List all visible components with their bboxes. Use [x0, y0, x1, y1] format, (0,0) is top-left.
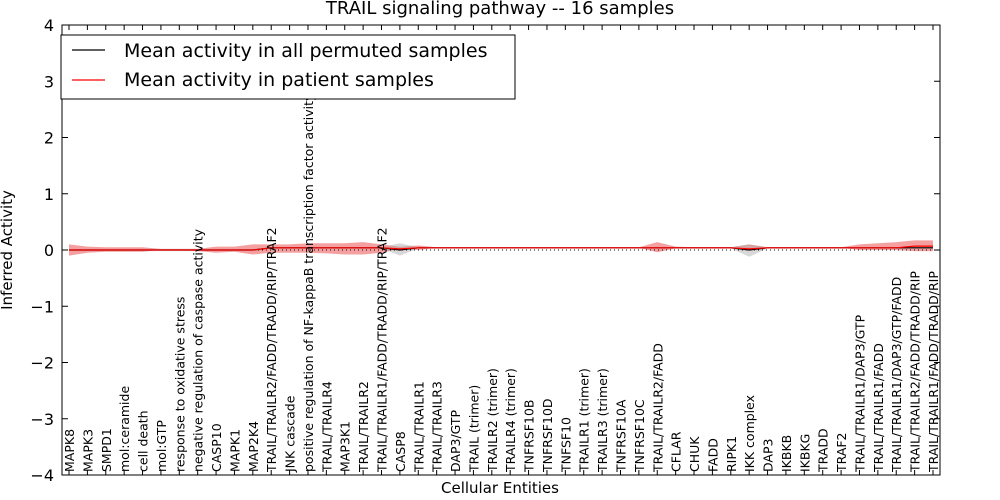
category-label: TRADD: [816, 428, 831, 473]
band-patient: [69, 240, 933, 256]
category-label: MAPK8: [62, 429, 77, 472]
y-tick-label: 2: [44, 129, 54, 148]
category-label: TRAIL/TRAILR2/FADD/TRADD/RIP: [908, 271, 923, 473]
category-label: TRAIL/TRAILR1/DAP3/GTP: [853, 314, 868, 473]
category-label: TRAILR4 (trimer): [503, 368, 518, 473]
category-label: cell death: [136, 410, 151, 472]
category-label: DAP3/GTP: [448, 409, 463, 472]
category-label: TRAIL/TRAILR1: [411, 381, 426, 473]
category-label: negative regulation of caspase activity: [191, 228, 206, 472]
y-axis-ticks: −4 −3 −2 −1 0 1 2 3 4: [30, 16, 940, 485]
category-label: TNFRSF10A: [614, 399, 629, 473]
y-tick-label: −3: [30, 410, 54, 429]
legend-label-patient: Mean activity in patient samples: [124, 69, 434, 91]
category-label: TNFRSF10D: [540, 398, 555, 473]
category-label: mol:ceramide: [117, 386, 132, 472]
legend-label-permuted: Mean activity in all permuted samples: [124, 40, 487, 62]
category-label: RIPK1: [724, 436, 739, 472]
category-label: DAP3: [761, 439, 776, 472]
category-label: CASP10: [209, 423, 224, 472]
category-label: TRAILR1 (trimer): [577, 368, 592, 473]
category-label: FADD: [705, 438, 720, 472]
category-label: MAP2K4: [246, 421, 261, 472]
x-axis-ticks: [68, 25, 934, 475]
y-tick-label: −1: [30, 297, 54, 316]
y-tick-label: 4: [44, 16, 54, 35]
category-label: MAP3K1: [338, 421, 353, 472]
y-tick-label: 3: [44, 72, 54, 91]
category-label: TNFRSF10C: [632, 399, 647, 473]
chart-title: TRAIL signaling pathway -- 16 samples: [325, 0, 674, 19]
category-label: mol:GTP: [154, 420, 169, 472]
category-labels: MAPK8 MAPK3 SMPD1 mol:ceramide cell death mol…: [62, 93, 941, 473]
category-label: CASP8: [393, 431, 408, 472]
category-label: TRAILR3 (trimer): [595, 368, 610, 473]
x-axis-label: Cellular Entities: [441, 479, 559, 497]
category-label: IKBKB: [779, 435, 794, 472]
category-label: TRAIL/TRAILR1/FADD/TRADD/RIP: [926, 271, 941, 473]
category-label: JNK cascade: [283, 395, 298, 473]
category-label: TRAIL/TRAILR3: [430, 381, 445, 473]
y-axis-label: Inferred Activity: [0, 190, 16, 310]
category-label: TRAIL/TRAILR1/DAP3/GTP/FADD: [889, 277, 904, 473]
category-label: SMPD1: [99, 428, 114, 472]
category-label: MAPK3: [80, 429, 95, 472]
category-label: TRAILR2 (trimer): [485, 368, 500, 473]
category-label: TRAIL/TRAILR4: [319, 381, 334, 473]
series-lines: [69, 245, 933, 251]
y-tick-label: 0: [44, 241, 54, 260]
category-label: TNFSF10: [558, 417, 573, 473]
legend-box: [60, 34, 516, 100]
category-label: response to oxidative stress: [172, 297, 187, 472]
category-label: positive regulation of NF-kappaB transcr…: [301, 93, 316, 472]
category-label: TRAF2: [834, 432, 849, 473]
y-tick-label: −4: [30, 466, 54, 485]
category-label: IKK complex: [742, 395, 757, 472]
legend: Mean activity in all permuted samples Me…: [60, 34, 516, 100]
category-label: CFLAR: [669, 431, 684, 472]
category-label: TRAIL/TRAILR1/FADD: [871, 343, 886, 473]
category-label: CHUK: [687, 436, 702, 472]
category-label: TRAIL/TRAILR1/FADD/TRADD/RIP/TRAF2: [375, 227, 390, 473]
series-line-patient: [69, 245, 933, 251]
category-label: TNFRSF10B: [522, 400, 537, 473]
category-label: IKBKG: [797, 434, 812, 472]
category-label: TRAIL/TRAILR2/FADD/TRADD/RIP/TRAF2: [264, 227, 279, 473]
y-tick-label: 1: [44, 185, 54, 204]
category-label: MAPK1: [227, 429, 242, 472]
category-label: TRAIL/TRAILR2/FADD: [650, 343, 665, 473]
category-label: TRAIL/TRAILR2: [356, 381, 371, 473]
y-tick-label: −2: [30, 354, 54, 373]
category-label: TRAIL (trimer): [466, 385, 481, 473]
